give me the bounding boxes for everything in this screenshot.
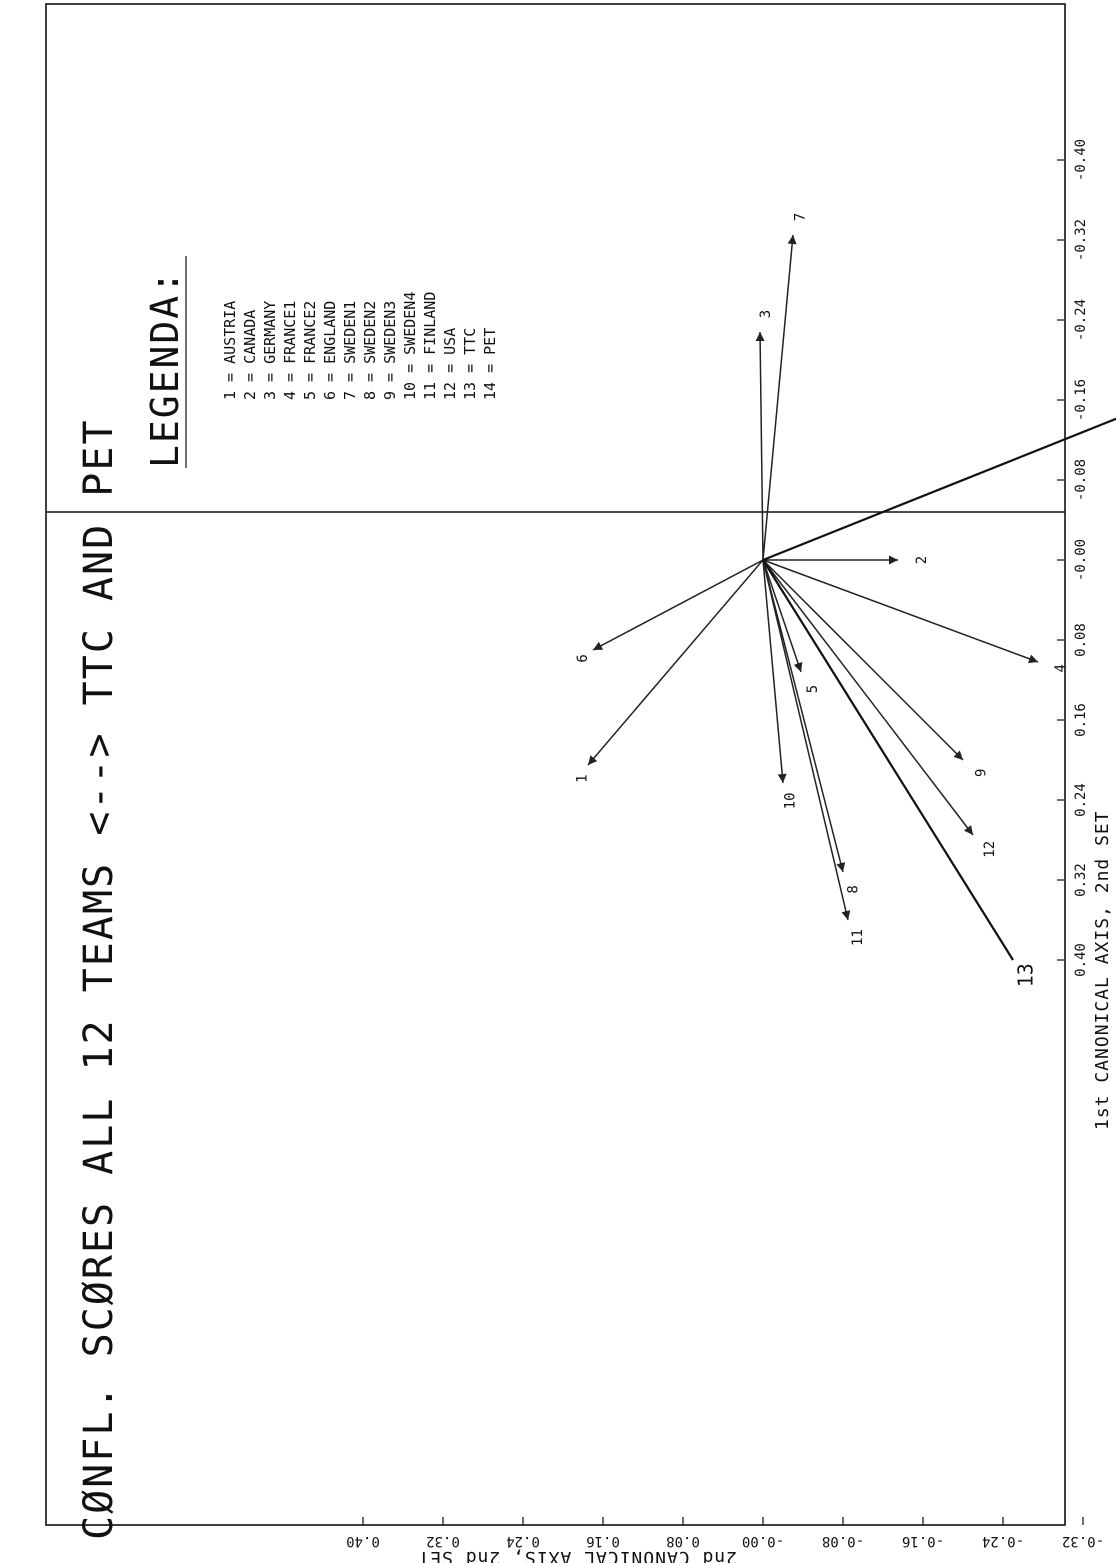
legend-entry: 10 = SWEDEN4 <box>401 292 419 400</box>
vector-5: 5 <box>762 559 821 693</box>
y-axis-ticks: -0.40-0.32-0.24-0.16-0.08-0.000.080.160.… <box>346 1517 1104 1549</box>
vector-label: 11 <box>850 929 866 946</box>
vector-arrowhead <box>588 755 598 765</box>
vector-arrowhead <box>953 750 963 760</box>
vector-label: 13 <box>1014 963 1038 987</box>
vector-label: 5 <box>805 685 821 693</box>
y-tick-label: -0.00 <box>742 1533 784 1549</box>
vector-line <box>762 559 849 921</box>
vector-arrowhead <box>787 235 797 245</box>
vector-arrowhead <box>793 662 803 672</box>
plot-area: -0.40 -0.32 -0.24 -0.16 -0.08 -0.00 0.08 0.16 0.… <box>46 139 1116 1563</box>
legend-entry: 8 = SWEDEN2 <box>361 301 379 400</box>
y-tick-label: -0.24 <box>982 1533 1024 1549</box>
y-tick-label: -0.08 <box>822 1533 864 1549</box>
vector-label: 8 <box>845 885 861 893</box>
x-axis-label: 1st CANONICAL AXIS, 2nd SET <box>1092 810 1113 1130</box>
y-tick-label: 0.08 <box>666 1533 700 1549</box>
vector-arrowhead <box>777 773 787 783</box>
vector-line <box>762 559 1039 663</box>
vector-line <box>762 559 844 873</box>
x-tick-label: -0.24 <box>1073 299 1089 341</box>
legend-entry: 7 = SWEDEN1 <box>341 301 359 400</box>
vector-label: 3 <box>758 310 774 318</box>
vector-line <box>759 331 764 561</box>
vector-14: 14 <box>762 417 1116 562</box>
vector-label: 7 <box>793 213 809 221</box>
y-tick-label: -0.16 <box>902 1533 944 1549</box>
vector-arrowhead <box>1027 654 1038 664</box>
x-tick-label: 0.40 <box>1073 943 1089 977</box>
legend-entry: 14 = PET <box>481 328 499 400</box>
vector-line <box>587 559 764 766</box>
vector-arrowhead <box>889 555 898 565</box>
vector-arrowhead <box>963 825 973 835</box>
vector-11: 11 <box>762 559 866 946</box>
y-tick-label: -0.32 <box>1062 1533 1104 1549</box>
vector-line <box>762 417 1116 562</box>
vector-4: 4 <box>762 559 1069 672</box>
vector-line <box>762 559 964 761</box>
legend-entries: 1 = AUSTRIA 2 = CANADA 3 = GERMANY 4 = FRAN… <box>221 292 499 400</box>
x-tick-label: -0.16 <box>1073 379 1089 421</box>
x-tick-label: 0.08 <box>1073 623 1089 657</box>
x-tick-label: 0.16 <box>1073 703 1089 737</box>
legend-entry: 6 = ENGLAND <box>321 301 339 400</box>
vector-label: 1 <box>574 774 590 782</box>
chart-title: CØNFL. SCØRES ALL 12 TEAMS <--> TTC AND … <box>76 418 122 1540</box>
x-tick-label: 0.24 <box>1073 783 1089 817</box>
vector-8: 8 <box>762 559 861 894</box>
x-tick-label: -0.00 <box>1073 539 1089 581</box>
outer-frame <box>45 3 1066 1526</box>
legend-entry: 12 = USA <box>441 328 459 400</box>
x-tick-label: -0.40 <box>1073 139 1089 181</box>
x-tick-label: -0.08 <box>1073 459 1089 501</box>
vector-9: 9 <box>762 559 990 777</box>
vector-13: 13 <box>762 559 1038 987</box>
vector-10: 10 <box>762 559 799 809</box>
score-vectors: 1234567891011121314 <box>574 213 1116 987</box>
legend-entry: 9 = SWEDEN3 <box>381 301 399 400</box>
vector-12: 12 <box>762 559 998 858</box>
y-tick-label: 0.24 <box>506 1533 540 1549</box>
vector-line <box>592 559 764 651</box>
legend-entry: 13 = TTC <box>461 328 479 400</box>
legend-entry: 3 = GERMANY <box>261 301 279 400</box>
legend-entry: 4 = FRANCE1 <box>281 301 299 400</box>
vector-arrowhead <box>836 862 846 872</box>
vector-line <box>762 559 802 673</box>
y-tick-label: 0.32 <box>426 1533 460 1549</box>
legend: LEGENDA: 1 = AUSTRIA 2 = CANADA 3 = GERMAN… <box>143 256 499 468</box>
legend-entry: 1 = AUSTRIA <box>221 301 239 400</box>
vector-arrowhead <box>755 332 765 342</box>
vector-3: 3 <box>755 310 774 561</box>
y-tick-label: 0.40 <box>346 1533 380 1549</box>
vector-7: 7 <box>762 213 809 561</box>
vector-arrowhead <box>841 910 851 920</box>
vector-line <box>762 559 784 784</box>
vector-line <box>762 559 1014 961</box>
vector-label: 9 <box>974 769 990 777</box>
legend-entry: 5 = FRANCE2 <box>301 301 319 400</box>
y-axis-label: 2nd CANONICAL AXIS, 2nd SET <box>417 1547 737 1563</box>
vector-label: 2 <box>914 556 930 564</box>
legend-entry: 11 = FINLAND <box>421 292 439 400</box>
vector-label: 6 <box>575 654 591 662</box>
y-tick-label: 0.16 <box>586 1533 620 1549</box>
vector-label: 4 <box>1053 664 1069 672</box>
x-axis-ticks: -0.40 -0.32 -0.24 -0.16 -0.08 -0.00 0.08 0.16 0.… <box>1057 139 1089 977</box>
vector-line <box>762 234 794 561</box>
vector-arrowhead <box>593 641 604 650</box>
vector-2: 2 <box>763 555 930 565</box>
x-tick-label: 0.32 <box>1073 863 1089 897</box>
vector-label: 10 <box>783 792 799 809</box>
vector-1: 1 <box>574 559 764 783</box>
vector-6: 6 <box>575 559 764 663</box>
legend-title: LEGENDA: <box>143 269 187 468</box>
vector-line <box>762 559 974 836</box>
legend-entry: 2 = CANADA <box>241 310 259 400</box>
vector-label: 12 <box>982 841 998 858</box>
x-tick-label: -0.32 <box>1073 219 1089 261</box>
